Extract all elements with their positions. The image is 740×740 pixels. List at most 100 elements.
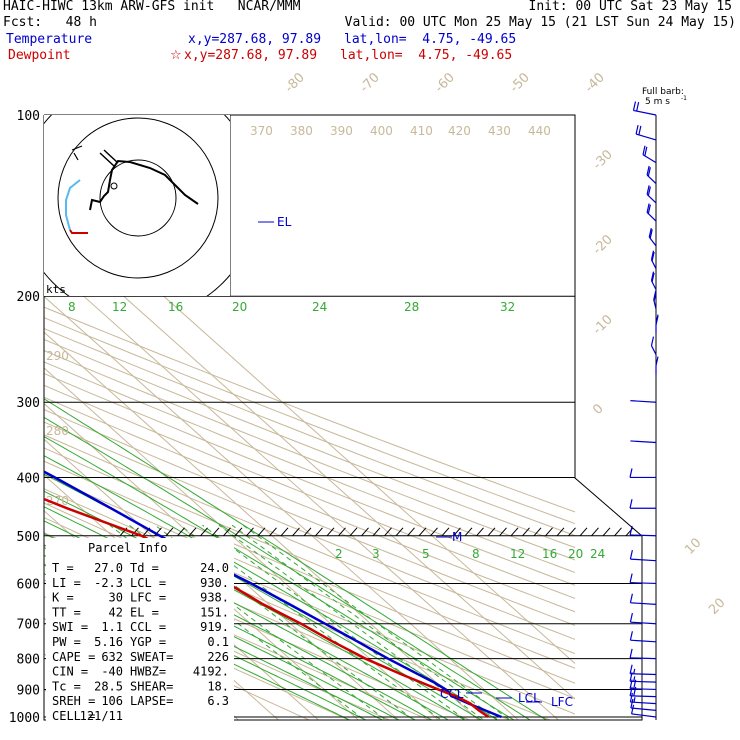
wind-barb-staff bbox=[630, 400, 657, 403]
wind-barb-flag bbox=[647, 186, 651, 196]
wind-barb bbox=[650, 250, 657, 269]
wind-barb-flag bbox=[633, 676, 636, 682]
wind-barb bbox=[630, 440, 657, 444]
wind-barb-staff bbox=[650, 345, 657, 355]
hodograph-units: kts bbox=[46, 283, 66, 296]
wind-barb bbox=[646, 165, 657, 185]
mixing-ratio-label: 16 bbox=[542, 547, 557, 561]
wind-barb-staff bbox=[630, 602, 657, 605]
parcel-row-left-label: TT = bbox=[52, 605, 81, 619]
wind-barb bbox=[629, 468, 656, 479]
wind-barb bbox=[629, 573, 657, 585]
wind-barb-flag bbox=[650, 336, 655, 346]
parcel-row-left-label: Tc = bbox=[52, 679, 81, 693]
wind-barb-staff bbox=[650, 259, 657, 269]
wind-barb bbox=[629, 525, 657, 537]
parcel-row-left-label: CELL = bbox=[52, 709, 95, 723]
parcel-row-left-value: 30 bbox=[109, 591, 123, 605]
hodograph-trace-low bbox=[69, 229, 88, 234]
parcel-row-left-label: T = bbox=[52, 561, 74, 575]
hatch-tick bbox=[591, 527, 599, 537]
isotherm-label: -30 bbox=[590, 147, 616, 173]
theta-label: 440 bbox=[528, 124, 551, 138]
moist-adiabat-label: 24 bbox=[312, 300, 327, 314]
parcel-row-right-label: EL = bbox=[130, 605, 159, 619]
parcel-row-left-value: 28.5 bbox=[94, 679, 123, 693]
wind-barb-staff bbox=[630, 680, 657, 683]
wind-barb-flag bbox=[633, 697, 636, 703]
hatch-tick bbox=[545, 527, 553, 537]
parcel-row-right-value: 226 bbox=[207, 650, 229, 664]
theta-label: 380 bbox=[290, 124, 313, 138]
hatch-tick bbox=[464, 527, 473, 537]
parcel-row-left-value: 632 bbox=[101, 650, 123, 664]
temperature-latlon: lat,lon= 4.75, -49.65 bbox=[344, 32, 517, 47]
wind-barb bbox=[653, 290, 657, 310]
wind-barb-flag bbox=[629, 664, 633, 674]
moist-adiabat-label: 8 bbox=[68, 300, 76, 314]
barb-legend-line2: 5 m s bbox=[645, 97, 670, 107]
wind-barb bbox=[630, 698, 657, 711]
parcel-row-left-value: 106 bbox=[101, 694, 123, 708]
hatch-tick bbox=[315, 527, 323, 537]
parcel-info-panel bbox=[46, 538, 234, 724]
moist-adiabat-line bbox=[44, 398, 548, 720]
dry-adiabat-line bbox=[44, 409, 575, 626]
parcel-row-right-label: HWBZ= bbox=[130, 665, 166, 679]
wind-barb-staff bbox=[630, 688, 657, 691]
isotherm-line bbox=[44, 402, 400, 720]
wind-barb-flag bbox=[638, 125, 642, 136]
isotherm-line bbox=[44, 331, 480, 720]
hatch-tick bbox=[522, 527, 530, 537]
hodograph-mark bbox=[110, 182, 118, 190]
dewpoint-line bbox=[44, 497, 490, 719]
dry-adiabat-line bbox=[44, 384, 575, 599]
mixing-ratio-label: 20 bbox=[568, 547, 583, 561]
hatch-tick bbox=[579, 527, 588, 537]
level-marker-label: CCL bbox=[440, 687, 464, 701]
isotherm-label: 10 bbox=[682, 536, 704, 558]
dry-adiabat-line bbox=[44, 460, 575, 684]
moist-adiabat-label: 12 bbox=[112, 300, 127, 314]
dry-adiabat-line bbox=[44, 396, 575, 613]
wind-barb bbox=[630, 400, 657, 403]
dry-adiabat-line bbox=[44, 421, 575, 640]
hatch-tick bbox=[384, 527, 392, 537]
header-line2-left: Fcst: 48 h bbox=[3, 15, 97, 30]
hatch-tick bbox=[510, 527, 519, 537]
wind-barb bbox=[650, 336, 657, 355]
wind-barb-staff bbox=[646, 193, 657, 204]
dry-adiabat-line bbox=[44, 474, 575, 699]
hatch-tick bbox=[602, 527, 611, 537]
wind-barb-staff bbox=[646, 174, 657, 185]
dewpoint-latlon: lat,lon= 4.75, -49.65 bbox=[340, 48, 513, 63]
wind-barb-flag bbox=[629, 525, 633, 536]
hatch-tick bbox=[280, 527, 289, 537]
parcel-row-left-value: 27.0 bbox=[94, 561, 123, 575]
parcel-row-left-value: -2.3 bbox=[94, 576, 123, 590]
wind-barb-flag bbox=[632, 101, 637, 111]
wind-barb-flag bbox=[629, 499, 633, 509]
wind-barb-staff bbox=[635, 133, 657, 141]
hatch-tick bbox=[407, 527, 415, 537]
mixing-ratio-label: 3 bbox=[372, 547, 380, 561]
hatch-tick bbox=[188, 527, 197, 537]
parcel-row-right-value: 919. bbox=[200, 620, 229, 634]
mixing-ratio-label: 24 bbox=[590, 547, 605, 561]
wind-barb-flag bbox=[646, 165, 650, 176]
hatch-tick bbox=[326, 527, 335, 537]
wind-barb bbox=[629, 593, 657, 605]
mixing-ratio-label: 12 bbox=[510, 547, 525, 561]
hatch-tick bbox=[257, 527, 266, 537]
wind-barb bbox=[646, 203, 657, 222]
hodograph-mark bbox=[71, 145, 83, 161]
level-markers: EL M CCL LCL LFC bbox=[258, 215, 573, 709]
isotherm-label: -70 bbox=[357, 70, 383, 96]
plot-border bbox=[43, 114, 643, 721]
wind-barb-flag bbox=[655, 315, 659, 326]
hatch-tick bbox=[200, 527, 208, 537]
moist-adiabat-label: 16 bbox=[168, 300, 183, 314]
hatch-tick bbox=[211, 527, 220, 537]
theta-label: 370 bbox=[250, 124, 273, 138]
header-line2-right: Valid: 00 UTC Mon 25 May 15 (21 LST Sun … bbox=[344, 15, 736, 30]
